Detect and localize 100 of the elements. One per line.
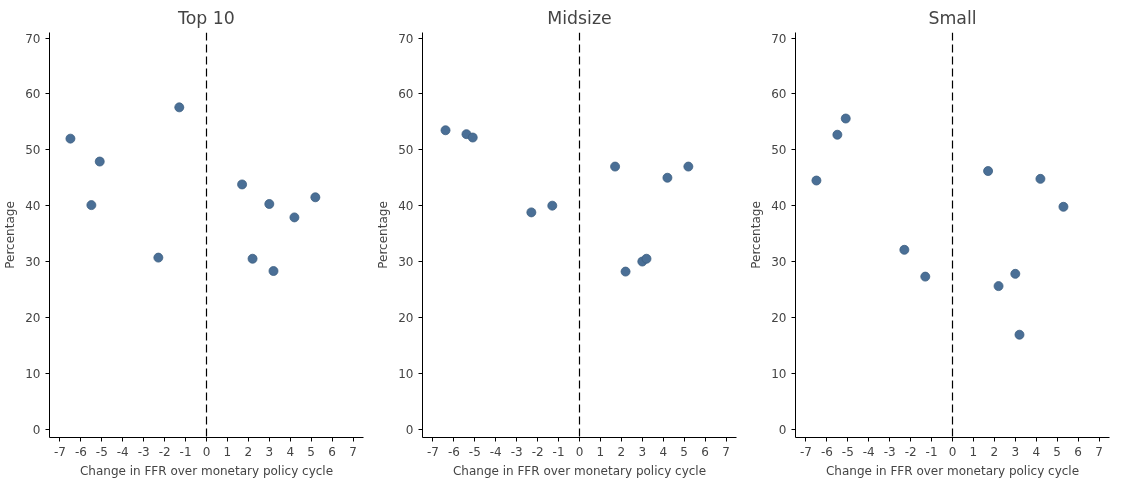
point xyxy=(289,212,300,223)
x-tick-label: 0 xyxy=(202,444,211,459)
point xyxy=(610,161,620,172)
point xyxy=(811,175,822,186)
y-tick-label: 70 xyxy=(398,31,414,46)
point xyxy=(268,266,279,276)
x-tick-label: 2 xyxy=(617,444,626,459)
point xyxy=(1010,268,1021,279)
x-tick-label: 6 xyxy=(328,444,336,459)
point xyxy=(1035,173,1046,184)
x-tick-label: 4 xyxy=(659,444,668,459)
point xyxy=(174,102,185,113)
x-tick-label: 2 xyxy=(244,444,253,459)
x-tick-label: 7 xyxy=(722,444,730,459)
x-tick-label: -1 xyxy=(179,444,192,459)
point xyxy=(641,253,652,264)
x-tick-label: -7 xyxy=(426,444,439,459)
x-tick-label: -2 xyxy=(158,444,171,459)
x-tick-label: -1 xyxy=(925,444,938,459)
y-tick-label: 20 xyxy=(771,310,787,325)
x-tick-label: -2 xyxy=(904,444,917,459)
y-tick-label: 20 xyxy=(398,310,414,325)
x-tick-label: 3 xyxy=(638,444,647,459)
x-tick-label: -6 xyxy=(820,444,833,459)
x-tick-label: -7 xyxy=(799,444,812,459)
point xyxy=(899,244,910,255)
y-tick-label: 60 xyxy=(771,87,787,102)
x-tick-label: 1 xyxy=(223,444,232,459)
y-tick-label: 70 xyxy=(771,31,787,46)
y-tick-label: 60 xyxy=(25,87,41,102)
x-tick-label: 5 xyxy=(680,444,688,459)
point xyxy=(620,266,631,277)
x-tick-label: 6 xyxy=(1074,444,1082,459)
x-tick-label: -3 xyxy=(137,444,150,459)
x-axis-title: Change in FFR over monetary policy cycle xyxy=(452,463,707,478)
point xyxy=(65,133,76,144)
point xyxy=(993,281,1004,291)
chart-title: Small xyxy=(928,7,977,28)
y-axis-title: Percentage xyxy=(376,201,391,269)
y-tick-label: 70 xyxy=(25,31,41,46)
x-tick-label: -3 xyxy=(510,444,523,459)
y-tick-label: 30 xyxy=(771,255,787,270)
point xyxy=(153,252,164,263)
x-tick-label: 3 xyxy=(265,444,274,459)
y-tick-label: 40 xyxy=(398,199,414,214)
y-axis-title: Percentage xyxy=(3,201,18,269)
x-tick-label: 6 xyxy=(701,444,709,459)
point xyxy=(840,113,851,124)
x-tick-label: -4 xyxy=(862,444,875,459)
y-tick-label: 0 xyxy=(778,422,787,437)
point xyxy=(983,166,993,176)
point xyxy=(1014,329,1025,340)
y-tick-label: 50 xyxy=(25,143,41,158)
y-tick-label: 0 xyxy=(405,422,414,437)
chart-title: Midsize xyxy=(547,7,612,28)
x-tick-label: 3 xyxy=(1011,444,1020,459)
y-tick-label: 40 xyxy=(25,199,41,214)
x-tick-label: 2 xyxy=(990,444,999,459)
x-tick-label: -5 xyxy=(841,444,854,459)
x-axis-title: Change in FFR over monetary policy cycle xyxy=(79,463,334,478)
point xyxy=(86,200,97,210)
x-tick-label: -4 xyxy=(489,444,502,459)
y-tick-label: 0 xyxy=(32,422,41,437)
point xyxy=(683,161,694,172)
point xyxy=(94,156,105,167)
point xyxy=(920,271,931,282)
y-tick-label: 10 xyxy=(25,366,41,381)
y-tick-label: 10 xyxy=(771,366,787,381)
y-tick-label: 30 xyxy=(398,255,414,270)
x-tick-label: -6 xyxy=(447,444,460,459)
x-tick-label: -4 xyxy=(116,444,129,459)
point xyxy=(1058,201,1069,212)
point xyxy=(247,253,258,264)
point xyxy=(547,200,558,211)
point xyxy=(310,192,321,203)
chart-title: Top 10 xyxy=(177,7,235,28)
point xyxy=(264,199,275,209)
x-tick-label: 4 xyxy=(1032,444,1041,459)
x-tick-label: 0 xyxy=(948,444,957,459)
x-tick-label: -5 xyxy=(95,444,108,459)
y-axis-title: Percentage xyxy=(749,201,764,269)
point xyxy=(237,179,247,190)
point xyxy=(526,207,537,218)
x-tick-label: -2 xyxy=(531,444,544,459)
x-tick-label: 7 xyxy=(1095,444,1103,459)
y-tick-label: 20 xyxy=(25,310,41,325)
y-tick-label: 40 xyxy=(771,199,787,214)
y-tick-label: 60 xyxy=(398,87,414,102)
x-axis-title: Change in FFR over monetary policy cycle xyxy=(825,463,1080,478)
x-tick-label: 5 xyxy=(1053,444,1061,459)
point xyxy=(440,125,451,136)
x-tick-label: 7 xyxy=(349,444,357,459)
point xyxy=(832,129,843,140)
x-tick-label: -3 xyxy=(883,444,896,459)
y-tick-label: 30 xyxy=(25,255,41,270)
y-tick-label: 50 xyxy=(771,143,787,158)
x-tick-label: -7 xyxy=(53,444,66,459)
x-tick-label: 4 xyxy=(286,444,295,459)
point xyxy=(467,132,478,143)
x-tick-label: -5 xyxy=(468,444,481,459)
